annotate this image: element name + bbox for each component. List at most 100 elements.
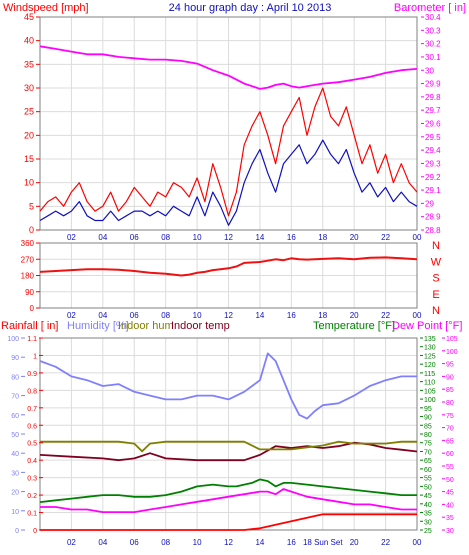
humidity-tick-label: 0 (15, 528, 19, 535)
direction-tick-label: 180 (21, 272, 35, 281)
rainfall-tick-label: 0.3 (27, 476, 37, 483)
temperature-tick-label: 80 (424, 432, 432, 439)
windspeed-tick-label: 5 (29, 201, 34, 211)
x-tick-label: 00 (413, 311, 422, 320)
temperature-tick-label: 85 (424, 423, 432, 430)
series-indoor-hum-line (40, 440, 417, 453)
humidity-tick-label: 70 (11, 394, 19, 401)
x-tick-label: 16 (287, 538, 296, 547)
barometer-tick-label: 29.5 (425, 133, 441, 142)
temperature-tick-label: 35 (424, 511, 432, 518)
humidity-tick-label: 100 (7, 336, 19, 343)
temperature-tick-label: 125 (424, 353, 436, 360)
barometer-tick-label: 30.3 (425, 26, 441, 35)
temperature-tick-label: 110 (424, 380, 435, 387)
dew-point-tick-label: 55 (446, 464, 454, 471)
x-tick-label: 08 (161, 311, 170, 320)
rainfall-tick-label: 0 (33, 528, 37, 535)
barometer-tick-label: 29.4 (425, 146, 441, 155)
series-layer (39, 45, 418, 531)
dew-point-tick-label: 85 (446, 387, 454, 394)
series-average-line (39, 139, 418, 226)
x-tick-label: 18 (318, 233, 327, 242)
x-tick-label: 02 (67, 311, 76, 320)
rainfall-tick-label: 0.2 (27, 493, 37, 500)
x-tick-label: 00 (413, 233, 422, 242)
direction-tick-label: 0 (30, 304, 35, 313)
temperature-tick-label: 40 (424, 502, 432, 509)
temperature-tick-label: 120 (424, 362, 436, 369)
temperature-tick-label: 100 (424, 397, 436, 404)
dew-point-legend: Dew Point [°F] (392, 320, 462, 332)
dew-point-tick-label: 45 (446, 490, 454, 497)
direction-tick-label: 90 (25, 288, 34, 297)
temperature-tick-label: 30 (424, 519, 432, 526)
barometer-tick-label: 29.7 (425, 106, 441, 115)
temperature-tick-label: 55 (424, 476, 432, 483)
rainfall-tick-label: 0.1 (27, 511, 37, 518)
humidity-tick-label: 20 (11, 490, 19, 497)
x-tick-label: 06 (130, 538, 139, 547)
dew-point-tick-label: 95 (446, 362, 454, 369)
x-tick-label: 06 (130, 311, 139, 320)
temperature-tick-label: 45 (424, 493, 432, 500)
direction-tick-label: 360 (21, 239, 35, 248)
barometer-tick-label: 29.8 (425, 93, 441, 102)
x-tick-label: 04 (98, 538, 107, 547)
rainfall-tick-label: 0.8 (27, 388, 37, 395)
windspeed-tick-label: 40 (24, 36, 34, 46)
humidity-tick-label: 50 (11, 432, 19, 439)
barometer-tick-label: 28.9 (425, 213, 441, 222)
x-tick-label: 08 (161, 538, 170, 547)
x-tick-label: 12 (224, 538, 233, 547)
barometer-tick-label: 29.6 (425, 120, 441, 129)
humidity-tick-label: 90 (11, 355, 19, 362)
x-tick-label: 20 (350, 233, 359, 242)
rainfall-tick-label: 1.1 (27, 336, 37, 343)
windspeed-tick-label: 30 (24, 83, 34, 93)
humidity-tick-label: 30 (11, 470, 19, 477)
windspeed-tick-label: 25 (24, 107, 34, 117)
x-tick-label: 20 (350, 538, 359, 547)
x-tick-label: 10 (193, 311, 202, 320)
dew-point-tick-label: 50 (446, 477, 454, 484)
barometer-tick-label: 30.4 (425, 13, 441, 22)
series-rainfall-line (40, 513, 417, 531)
x-tick-label: 12 (224, 233, 233, 242)
temperature-tick-label: 130 (424, 345, 436, 352)
direction-tick-label: 270 (21, 255, 35, 264)
barometer-tick-label: 30.1 (425, 53, 441, 62)
indoor-hum-legend: Indoor hum (118, 320, 174, 332)
windspeed-tick-label: 0 (29, 225, 34, 235)
dew-point-tick-label: 90 (446, 374, 454, 381)
temperature-tick-label: 115 (424, 371, 435, 378)
series-dew-point-line (40, 488, 417, 513)
temperature-tick-label: 60 (424, 467, 432, 474)
compass-label: N (432, 240, 440, 252)
rainfall-legend: Rainfall [ in] (1, 320, 58, 332)
windspeed-tick-label: 10 (24, 178, 34, 188)
barometer-tick-label: 29.2 (425, 173, 441, 182)
barometer-axis-title: Barometer [ in] (394, 2, 466, 14)
grid-layer (40, 16, 418, 531)
windspeed-tick-label: 15 (24, 154, 34, 164)
compass-label: W (431, 256, 442, 268)
x-tick-label: 22 (381, 538, 390, 547)
rainfall-tick-label: 0.4 (27, 458, 37, 465)
temperature-tick-label: 65 (424, 458, 432, 465)
dew-point-tick-label: 70 (446, 426, 454, 433)
x-tick-label: 16 (287, 233, 296, 242)
dew-point-tick-label: 30 (446, 528, 454, 535)
x-tick-label: 22 (381, 311, 390, 320)
dew-point-tick-label: 65 (446, 438, 454, 445)
rainfall-tick-label: 0.7 (27, 406, 37, 413)
indoor-temp-legend: Indoor temp (171, 320, 230, 332)
x-tick-label: 14 (255, 538, 264, 547)
temperature-tick-label: 50 (424, 484, 432, 491)
dew-point-tick-label: 105 (446, 336, 458, 343)
x-tick-label: 18 (318, 311, 327, 320)
windspeed-tick-label: 35 (24, 59, 34, 69)
x-tick-label: 14 (255, 311, 264, 320)
compass-label: N (432, 305, 440, 317)
x-tick-label: 22 (381, 233, 390, 242)
